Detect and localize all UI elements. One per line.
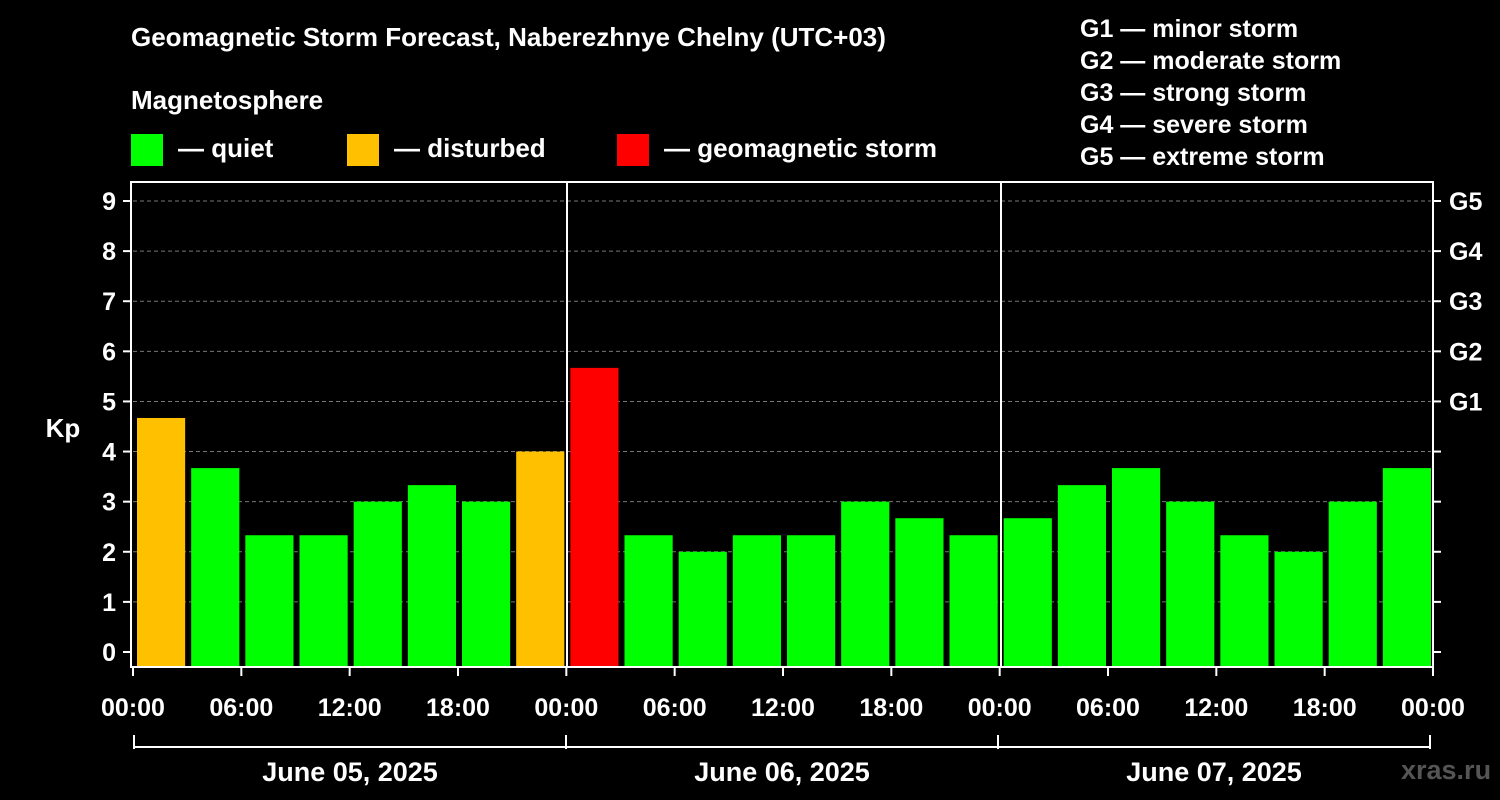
bar-6 [462,501,511,667]
bar-9 [624,535,673,667]
y-tick-label: 4 [102,439,116,467]
x-tick-label: 18:00 [859,694,923,722]
storm-scale-g3: G3 — strong storm [1080,79,1307,107]
legend-title: Magnetosphere [131,85,324,115]
x-tick-label: 12:00 [1184,694,1248,722]
legend-swatch-storm [617,134,649,166]
right-axis-label: G5 [1449,188,1482,216]
bar-3 [299,535,348,667]
day-label: June 07, 2025 [1126,757,1302,787]
bar-2 [245,535,294,667]
bar-10 [678,551,727,667]
y-tick-label: 9 [102,188,116,216]
bar-12 [787,535,836,667]
day-label: June 06, 2025 [694,757,870,787]
bar-17 [1057,485,1106,667]
x-tick-label: 18:00 [426,694,490,722]
bar-23 [1382,468,1431,667]
bar-16 [1003,518,1052,667]
bar-14 [895,518,944,667]
right-axis-label: G4 [1449,238,1482,266]
y-tick-label: 7 [102,288,116,316]
chart-title: Geomagnetic Storm Forecast, Naberezhnye … [131,22,886,52]
bar-21 [1274,551,1323,667]
storm-scale-g2: G2 — moderate storm [1080,47,1342,75]
x-tick-label: 00:00 [1401,694,1465,722]
x-tick-label: 06:00 [209,694,273,722]
y-tick-label: 3 [102,489,116,517]
x-tick-label: 00:00 [101,694,165,722]
x-tick-label: 00:00 [968,694,1032,722]
y-tick-label: 0 [102,639,116,667]
bar-1 [191,468,240,667]
bar-19 [1166,501,1215,667]
y-tick-label: 2 [102,539,116,567]
bar-0 [137,417,186,667]
right-axis-label: G2 [1449,338,1482,366]
watermark: xras.ru [1401,755,1492,785]
bar-7 [516,451,565,667]
legend-label-quiet: — quiet [178,133,274,163]
bar-13 [841,501,890,667]
y-axis-label: Kp [46,413,81,443]
bar-15 [949,535,998,667]
storm-scale-g1: G1 — minor storm [1080,15,1299,43]
storm-scale-g4: G4 — severe storm [1080,111,1308,139]
bar-11 [732,535,781,667]
bar-22 [1328,501,1377,667]
x-tick-label: 06:00 [643,694,707,722]
bar-20 [1220,535,1269,667]
right-axis-label: G1 [1449,388,1482,416]
y-tick-label: 6 [102,338,116,366]
y-tick-label: 1 [102,589,116,617]
legend-label-disturbed: — disturbed [394,133,546,163]
x-tick-label: 00:00 [534,694,598,722]
bar-4 [353,501,402,667]
x-tick-label: 06:00 [1076,694,1140,722]
bar-5 [407,485,456,667]
storm-scale-g5: G5 — extreme storm [1080,143,1325,171]
y-tick-label: 8 [102,238,116,266]
x-tick-label: 18:00 [1293,694,1357,722]
bar-18 [1112,468,1161,667]
right-axis-label: G3 [1449,288,1482,316]
legend-swatch-quiet [131,134,163,166]
y-tick-label: 5 [102,388,116,416]
day-label: June 05, 2025 [262,757,438,787]
legend-swatch-disturbed [347,134,379,166]
legend-label-storm: — geomagnetic storm [664,133,938,163]
x-tick-label: 12:00 [318,694,382,722]
x-tick-label: 12:00 [751,694,815,722]
bar-8 [570,367,619,667]
